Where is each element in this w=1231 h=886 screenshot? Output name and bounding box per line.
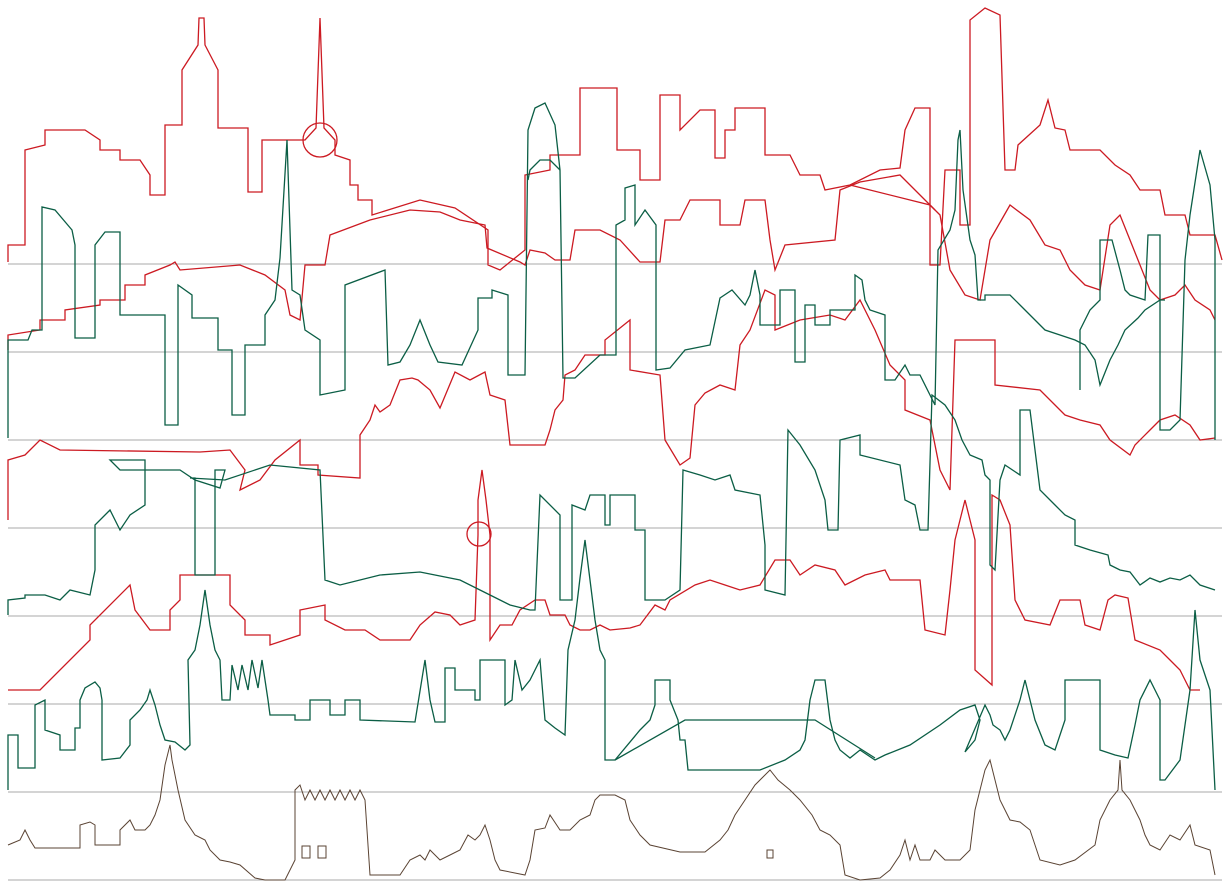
skyline-red — [8, 469, 1200, 691]
skyline-green — [7, 393, 1216, 615]
skyline-green — [527, 159, 561, 181]
skyline-brown — [7, 744, 1216, 881]
horizon-lines — [8, 263, 1222, 881]
skyline-red — [849, 184, 1216, 321]
skyline-red — [7, 174, 936, 350]
skyline-green — [7, 102, 1165, 438]
tower-sphere — [466, 521, 492, 547]
skyline-green — [614, 719, 876, 761]
skyline-red — [7, 7, 1223, 271]
window — [301, 845, 311, 859]
skyline-green — [7, 539, 1216, 791]
tower-sphere — [302, 122, 338, 158]
window — [766, 849, 774, 859]
skyline-red — [7, 289, 1216, 520]
window — [317, 845, 327, 859]
skyline-green — [1079, 149, 1216, 440]
